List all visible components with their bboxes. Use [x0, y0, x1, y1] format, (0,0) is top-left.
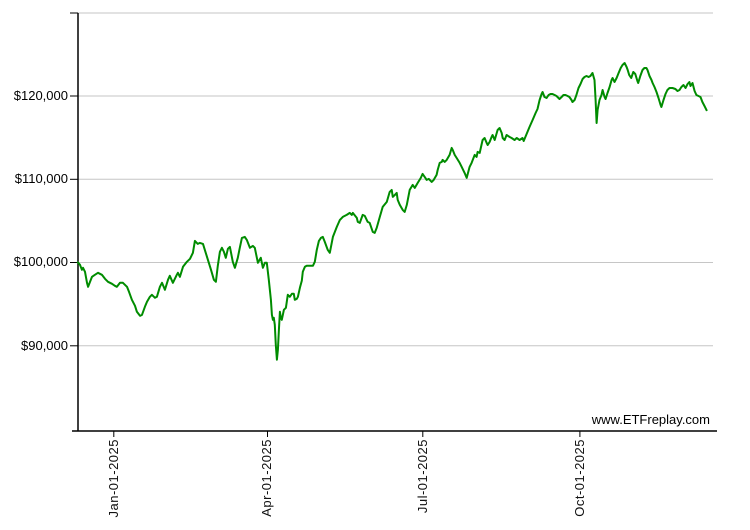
x-axis-tick-label: Jul-01-2025: [415, 439, 430, 514]
x-axis-tick-label: Apr-01-2025: [259, 439, 274, 517]
y-axis-tick-label: $110,000: [14, 171, 68, 186]
x-axis-tick-label: Oct-01-2025: [572, 439, 587, 517]
y-axis-tick-label: $120,000: [13, 88, 68, 103]
x-axis-tick-label: Jan-01-2025: [106, 439, 121, 518]
watermark-url: www.ETFreplay.com: [591, 412, 710, 427]
price-line: [76, 62, 708, 361]
y-axis-tick-label: $100,000: [13, 254, 68, 269]
y-axis-tick-label: $90,000: [21, 338, 68, 353]
